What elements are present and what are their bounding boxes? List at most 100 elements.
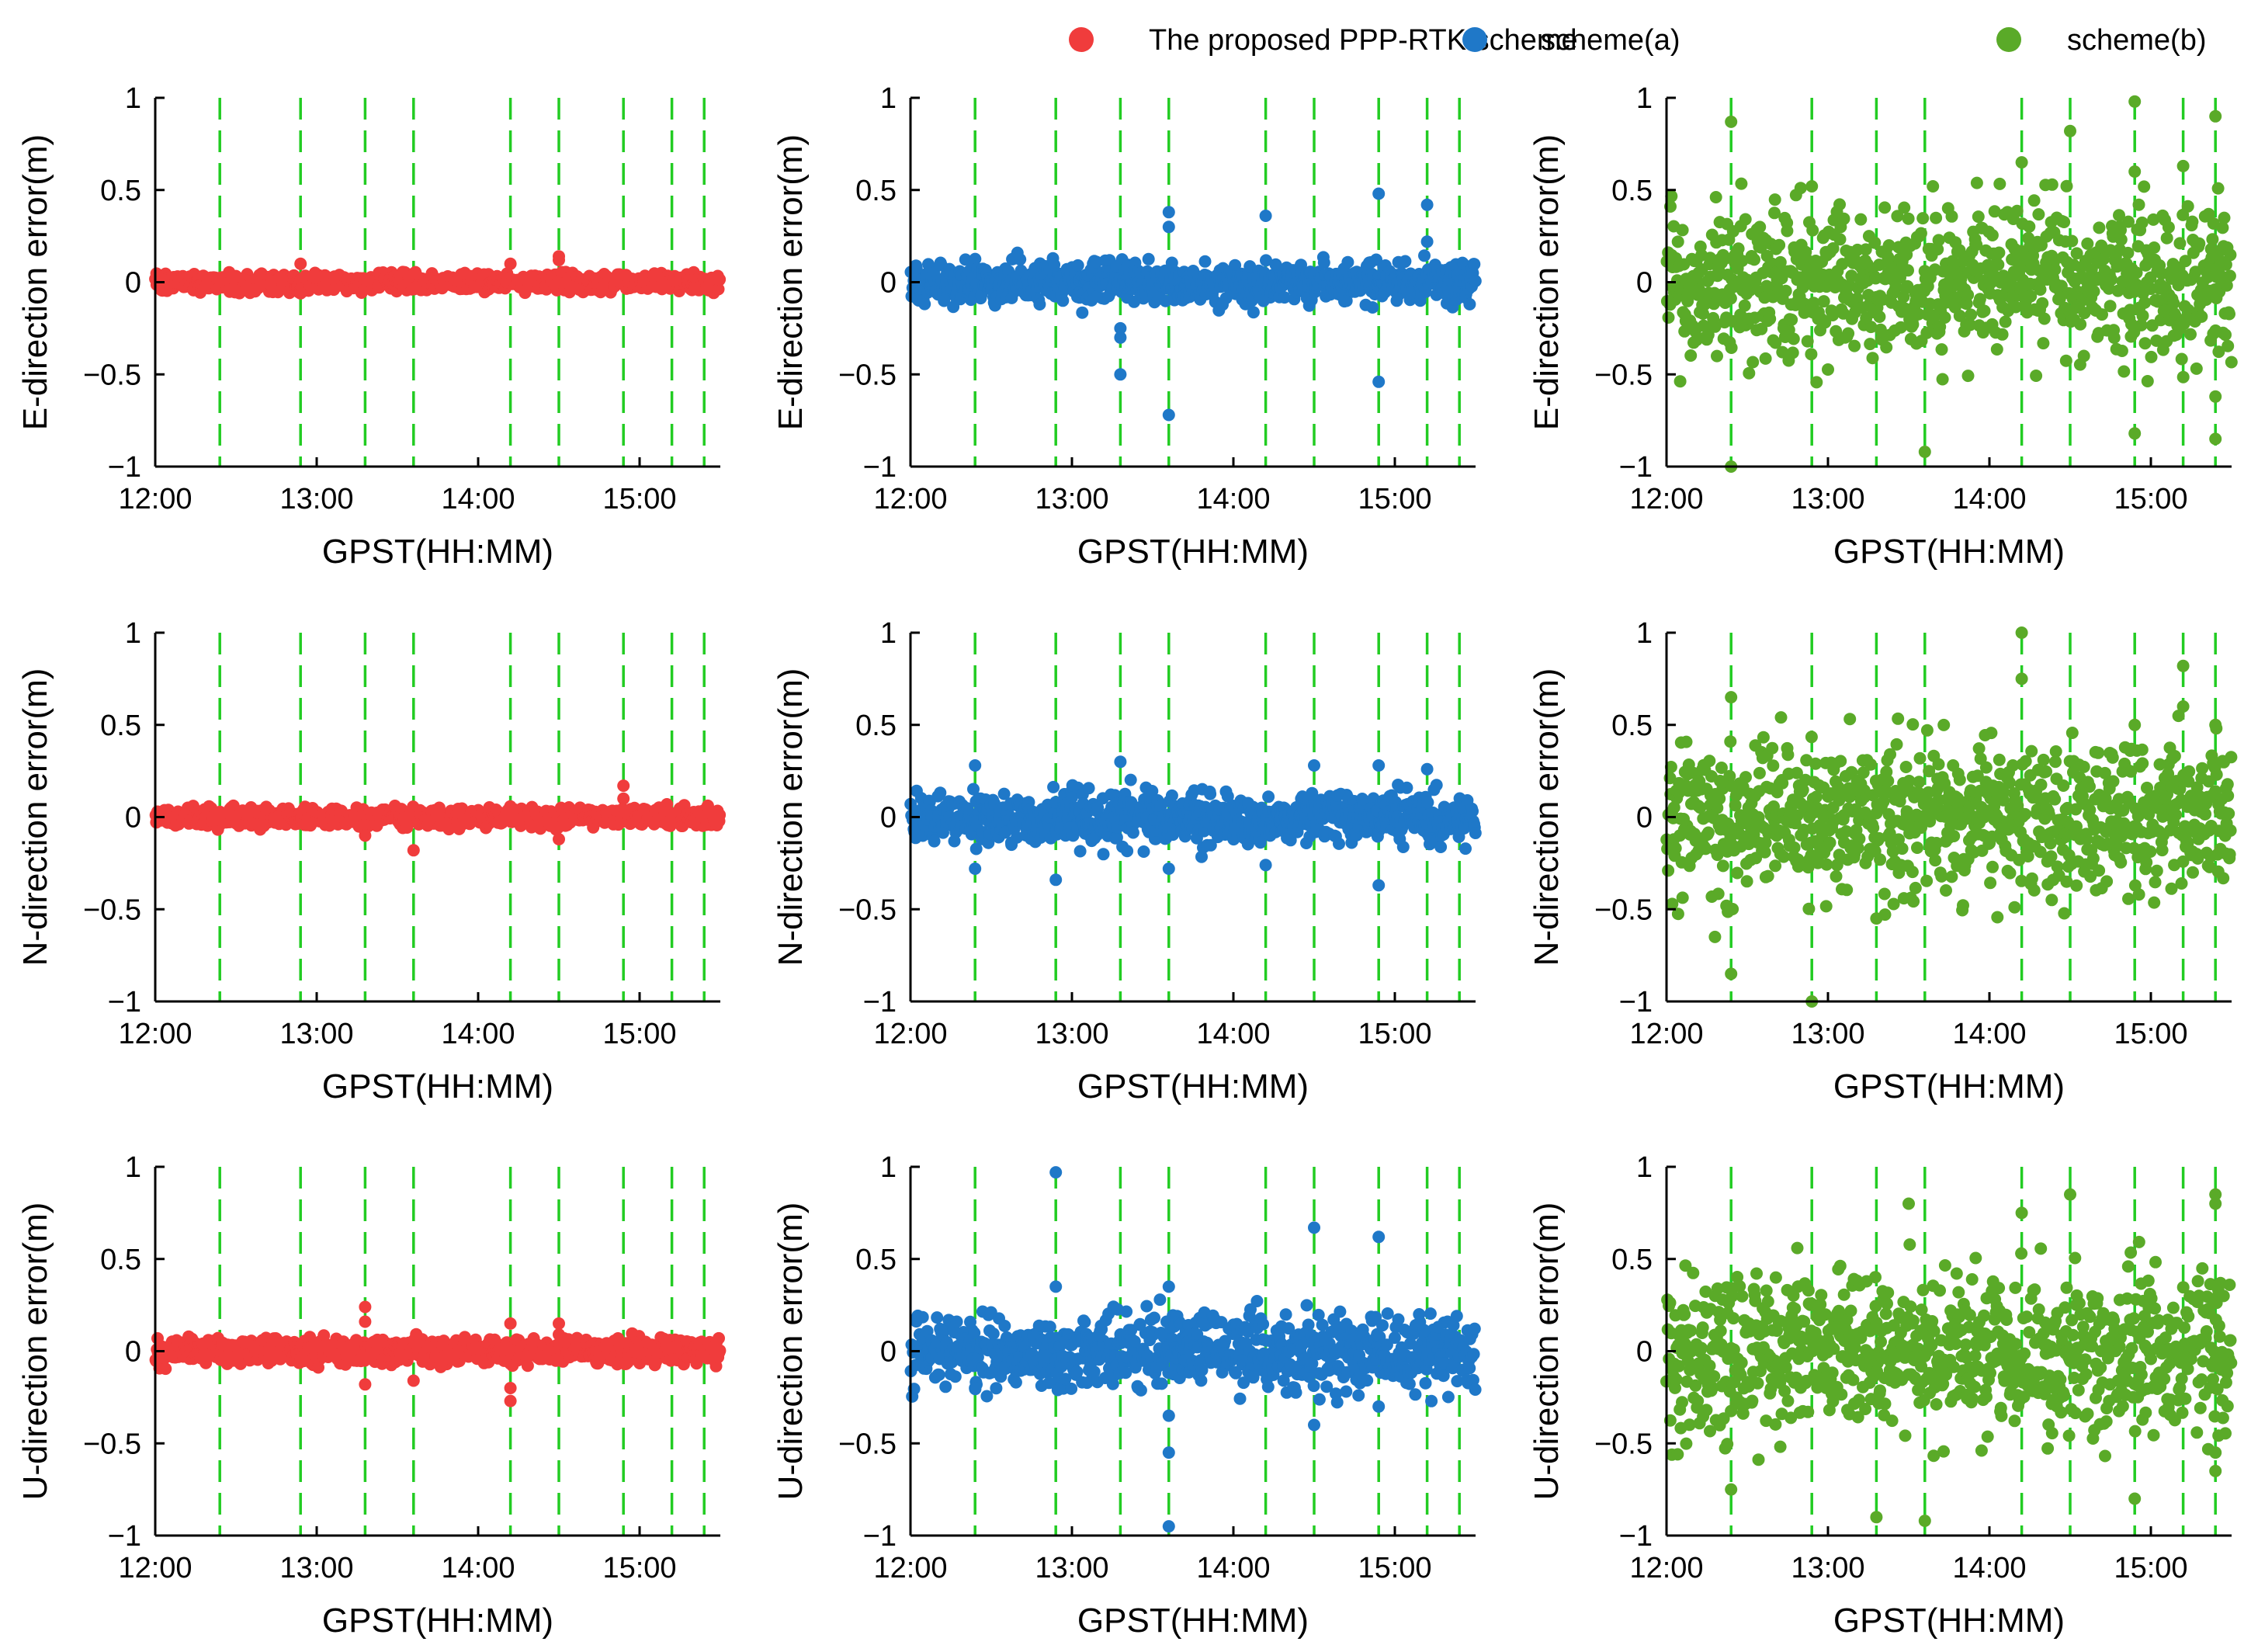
data-point <box>1674 375 1687 388</box>
data-point <box>1978 304 1991 318</box>
data-point <box>1198 255 1212 268</box>
data-point <box>1902 212 1915 225</box>
data-point <box>910 262 923 275</box>
x-tick-label: 14:00 <box>441 1018 515 1050</box>
data-point <box>918 297 931 311</box>
data-point <box>1929 854 1942 867</box>
data-point <box>1961 370 1975 383</box>
data-point <box>2212 345 2225 359</box>
data-point-outlier <box>2128 427 2142 440</box>
x-tick-label: 15:00 <box>602 1018 676 1050</box>
data-point <box>1071 259 1084 272</box>
data-point <box>1366 301 1379 314</box>
data-point <box>1766 741 1779 755</box>
legend-marker-scheme-a <box>1462 27 1487 52</box>
data-point <box>1712 887 1725 901</box>
data-point <box>1819 900 1833 913</box>
x-tick-label: 13:00 <box>279 1018 353 1050</box>
data-point-outlier <box>1114 321 1127 335</box>
data-point <box>2058 216 2071 228</box>
data-point <box>2008 901 2021 914</box>
data-point <box>1761 869 1774 883</box>
data-point <box>2156 267 2168 280</box>
data-point <box>2193 237 2206 250</box>
data-point <box>1724 292 1737 305</box>
data-point <box>1703 755 1716 768</box>
data-point <box>2060 179 2073 193</box>
data-point <box>2036 297 2049 310</box>
data-point <box>1121 845 1134 858</box>
x-tick-label: 12:00 <box>873 483 947 515</box>
y-tick-label: −1 <box>108 986 141 1019</box>
data-point <box>1769 336 1782 349</box>
data-point <box>1999 315 2012 328</box>
x-tick-label: 15:00 <box>2114 483 2187 515</box>
data-point <box>2162 220 2175 234</box>
data-point <box>2096 308 2108 321</box>
data-point <box>1927 180 1940 193</box>
data-point <box>1787 332 1800 345</box>
data-point <box>1269 258 1282 271</box>
data-point <box>1739 771 1752 784</box>
data-point <box>1759 352 1772 365</box>
y-tick-label: 0 <box>125 802 141 835</box>
data-point <box>2027 194 2041 207</box>
data-point <box>2225 356 2238 369</box>
data-point <box>1662 864 1675 877</box>
data-point <box>1794 182 1807 195</box>
x-tick-label: 14:00 <box>1196 1018 1270 1050</box>
data-point <box>1676 224 1689 237</box>
data-point <box>1920 874 1934 887</box>
x-axis-title: GPST(HH:MM) <box>322 1067 553 1105</box>
y-tick-label: −1 <box>108 451 141 484</box>
data-point <box>1894 321 1907 334</box>
data-point <box>2048 263 2062 276</box>
data-point <box>1400 781 1413 794</box>
data-point <box>1333 837 1345 850</box>
data-point <box>2132 198 2145 211</box>
data-point <box>2058 907 2071 920</box>
data-point <box>2122 215 2135 228</box>
y-tick-label: 1 <box>125 617 141 650</box>
data-point-outlier <box>1308 759 1320 772</box>
data-point-outlier <box>2128 165 2142 178</box>
data-point-outlier <box>1918 446 1931 458</box>
data-point <box>2167 297 2180 310</box>
data-point <box>2049 745 2062 758</box>
data-point <box>2135 216 2149 229</box>
data-point <box>1854 213 1868 226</box>
data-point-outlier <box>1049 873 1063 887</box>
data-point <box>1669 842 1682 855</box>
data-point <box>1204 787 1217 800</box>
data-point <box>2189 266 2202 279</box>
y-tick-label: −1 <box>863 986 897 1019</box>
data-point <box>1716 859 1729 873</box>
data-point <box>1826 242 1840 255</box>
data-point <box>1833 198 1846 211</box>
data-point-outlier <box>617 792 630 805</box>
data-point-outlier <box>1033 298 1046 311</box>
data-point <box>2010 300 2023 314</box>
y-tick-label: 0.5 <box>855 175 897 207</box>
data-point-outlier <box>2015 156 2028 169</box>
data-point <box>1945 210 1958 223</box>
data-point <box>2081 237 2094 250</box>
data-point <box>1892 712 1905 725</box>
data-point-outlier <box>294 257 307 270</box>
data-point <box>2138 296 2152 309</box>
legend-label-scheme-a: scheme(a) <box>1541 24 1680 57</box>
data-point <box>2223 307 2235 321</box>
x-tick-label: 13:00 <box>1791 483 1864 515</box>
y-tick-label: −1 <box>863 451 897 484</box>
data-point <box>1748 253 1760 266</box>
x-tick-label: 12:00 <box>118 483 192 515</box>
data-point <box>1124 773 1137 786</box>
data-point <box>2148 241 2161 254</box>
data-point <box>1262 790 1275 803</box>
data-point <box>1940 884 1952 897</box>
data-point <box>1676 891 1689 904</box>
data-point <box>1774 255 1787 269</box>
data-point <box>2115 345 2128 357</box>
